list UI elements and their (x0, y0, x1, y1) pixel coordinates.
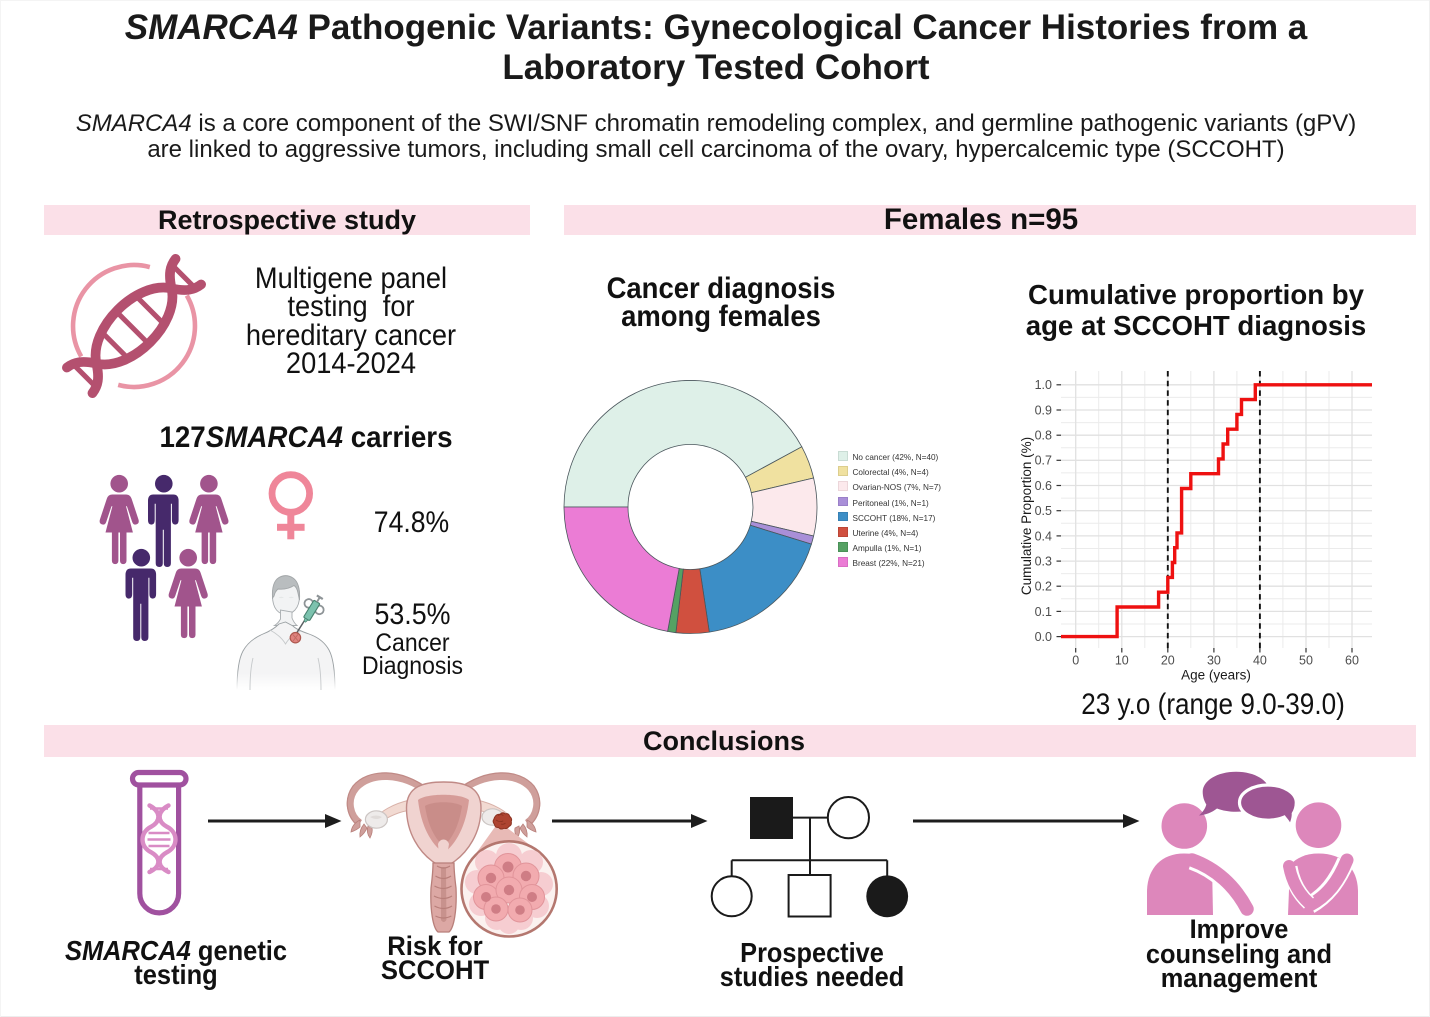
svg-text:0.7: 0.7 (1035, 454, 1052, 468)
svg-text:0.9: 0.9 (1035, 403, 1052, 417)
svg-text:0.4: 0.4 (1035, 529, 1052, 543)
svg-text:1.0: 1.0 (1035, 378, 1052, 392)
svg-text:50: 50 (1299, 654, 1313, 668)
svg-text:10: 10 (1115, 654, 1129, 668)
svg-text:20: 20 (1161, 654, 1175, 668)
svg-text:0: 0 (1072, 654, 1079, 668)
svg-text:0.5: 0.5 (1035, 504, 1052, 518)
svg-text:0.8: 0.8 (1035, 429, 1052, 443)
svg-text:Cumulative Proportion (%): Cumulative Proportion (%) (1019, 437, 1034, 595)
svg-text:0.3: 0.3 (1035, 555, 1052, 569)
svg-text:30: 30 (1207, 654, 1221, 668)
svg-text:0.6: 0.6 (1035, 479, 1052, 493)
svg-text:0.2: 0.2 (1035, 580, 1052, 594)
svg-text:0.1: 0.1 (1035, 605, 1052, 619)
svg-text:Age (years): Age (years) (1181, 668, 1251, 683)
svg-text:60: 60 (1345, 654, 1359, 668)
svg-text:40: 40 (1253, 654, 1267, 668)
svg-text:0.0: 0.0 (1035, 630, 1052, 644)
